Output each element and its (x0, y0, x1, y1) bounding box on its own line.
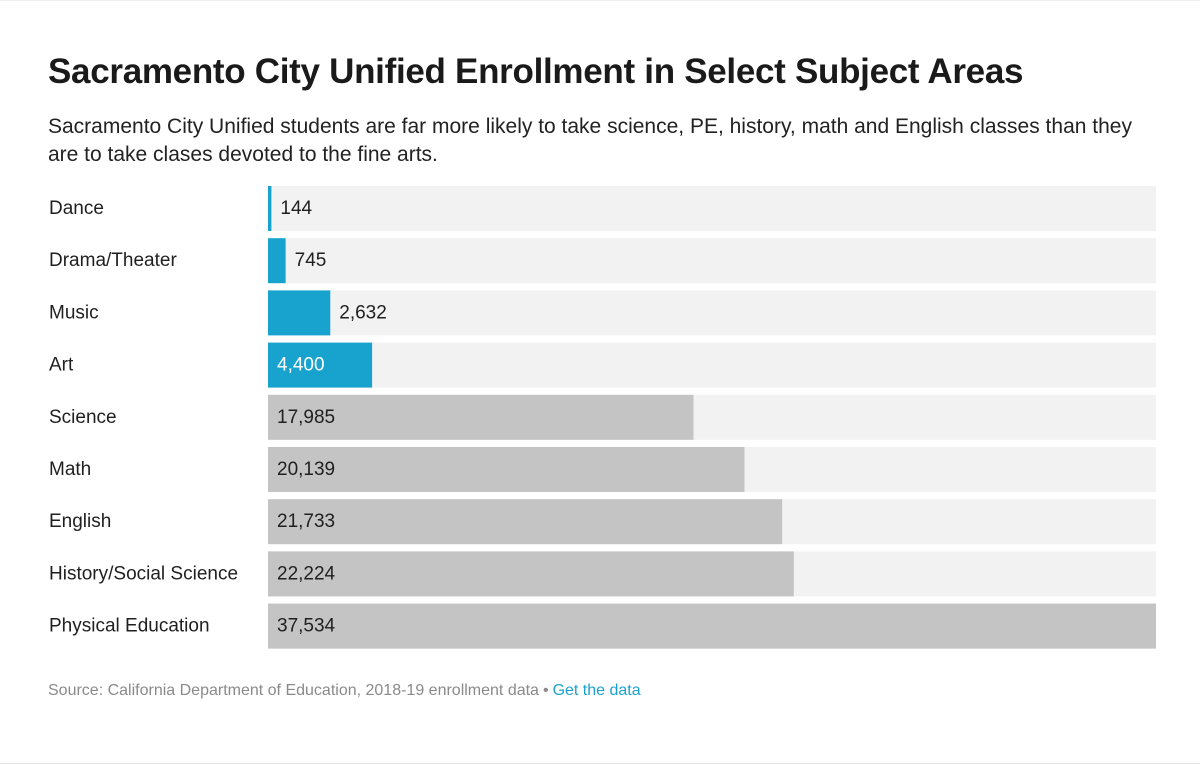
category-label-history-social-science: History/Social Science (49, 563, 238, 584)
bar-english[interactable] (268, 499, 783, 545)
category-label-dance: Dance (49, 198, 104, 219)
value-label-history-social-science: 22,224 (277, 563, 336, 584)
bar-drama-theater[interactable] (268, 238, 286, 284)
bar-history-social-science[interactable] (268, 551, 794, 597)
value-label-math: 20,139 (277, 459, 335, 480)
category-label-drama-theater: Drama/Theater (49, 250, 177, 271)
chart-title: Sacramento City Unified Enrollment in Se… (48, 52, 1024, 91)
value-label-drama-theater: 745 (295, 250, 327, 271)
category-label-math: Math (49, 459, 91, 480)
category-label-art: Art (49, 355, 74, 376)
bar-science[interactable] (268, 394, 694, 440)
category-label-music: Music (49, 302, 99, 323)
source-text: Source: California Department of Educati… (48, 682, 539, 699)
bar-track-music (268, 290, 1156, 336)
get-the-data-link[interactable]: Get the data (552, 682, 641, 699)
chart-subtitle: Sacramento City Unified students are far… (48, 115, 1132, 166)
bar-track-dance (268, 186, 1156, 231)
bar-physical-education[interactable] (268, 603, 1156, 649)
value-label-music: 2,632 (339, 302, 387, 323)
category-label-science: Science (49, 407, 117, 428)
bar-track-drama-theater (268, 238, 1156, 284)
bar-music[interactable] (268, 290, 331, 336)
category-label-physical-education: Physical Education (49, 616, 210, 637)
category-label-english: English (49, 511, 111, 532)
bar-math[interactable] (268, 447, 745, 492)
value-label-english: 21,733 (277, 511, 335, 532)
value-label-physical-education: 37,534 (277, 616, 336, 637)
bar-dance[interactable] (268, 186, 272, 231)
value-label-science: 17,985 (277, 407, 335, 428)
value-label-art: 4,400 (277, 355, 325, 376)
bar-track-art (268, 342, 1156, 388)
source-separator: • (542, 682, 549, 699)
bar-art[interactable] (268, 342, 373, 388)
source-note: Source: California Department of Educati… (48, 682, 641, 700)
value-label-dance: 144 (280, 198, 312, 219)
